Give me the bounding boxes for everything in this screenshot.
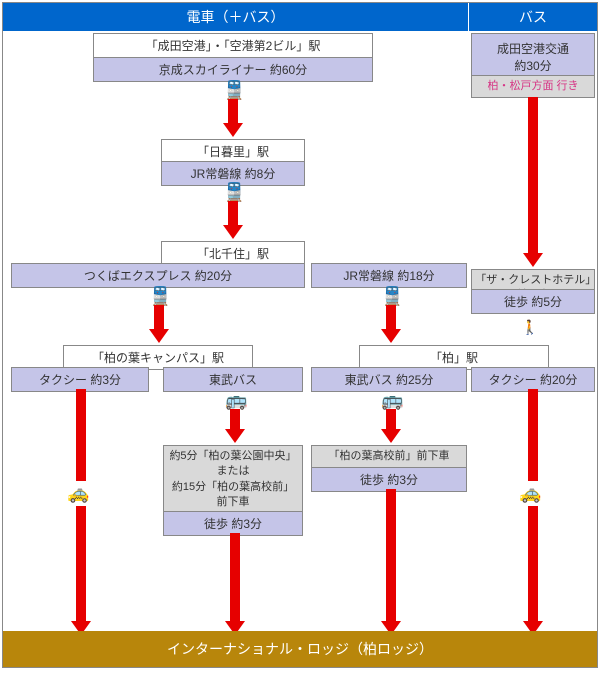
note-tobu-stops: 約5分「柏の葉公園中央」 または 約15分「柏の葉高校前」 前下車	[163, 445, 303, 515]
diagram-body: 「成田空港」・「空港第2ビル」駅 京成スカイライナー 約60分 成田空港交通 約…	[3, 31, 597, 667]
note-direction: 柏・松戸方面 行き	[471, 75, 595, 98]
arrow-taxi3	[73, 389, 89, 635]
train-icon-3: 🚆	[149, 287, 171, 305]
header-row: 電車（＋バス） バス	[3, 3, 597, 31]
taxi-icon-2: 🚕	[517, 481, 543, 506]
train-icon-1: 🚆	[223, 81, 245, 99]
access-diagram: 電車（＋バス） バス 「成田空港」・「空港第2ビル」駅 京成スカイライナー 約6…	[2, 2, 598, 668]
route-tobu: 東武バス	[163, 367, 303, 392]
station-narita: 「成田空港」・「空港第2ビル」駅	[93, 33, 373, 58]
arrow-tobu	[227, 409, 243, 443]
arrow-4	[383, 305, 399, 343]
arrow-2	[225, 201, 241, 239]
bus-icon-2: 🚌	[381, 391, 403, 409]
direction-text: 柏・松戸方面 行き	[487, 80, 578, 92]
arrow-taxi20	[525, 389, 541, 635]
taxi-icon-1: 🚕	[65, 481, 91, 506]
header-bus: バス	[469, 3, 597, 31]
bus-icon-1: 🚌	[225, 391, 247, 409]
train-icon-4: 🚆	[381, 287, 403, 305]
note-koko: 「柏の葉高校前」前下車	[311, 445, 467, 468]
route-joban18: JR常磐線 約18分	[311, 263, 467, 288]
header-train: 電車（＋バス）	[3, 3, 469, 31]
arrow-bus-long	[525, 97, 541, 267]
route-tobu25: 東武バス 約25分	[311, 367, 467, 392]
arrow-walk-b	[383, 489, 399, 635]
arrow-1	[225, 99, 241, 137]
route-tx20: つくばエクスプレス 約20分	[11, 263, 305, 288]
arrow-tobu25	[383, 409, 399, 443]
walk-icon-1: 🚶	[521, 319, 538, 336]
route-skyliner: 京成スカイライナー 約60分	[93, 57, 373, 82]
arrow-walk-a	[227, 533, 243, 635]
arrow-3	[151, 305, 167, 343]
route-walk5: 徒歩 約5分	[471, 289, 595, 314]
train-icon-2: 🚆	[223, 183, 245, 201]
route-naritabus: 成田空港交通 約30分	[471, 33, 595, 81]
destination: インターナショナル・ロッジ（柏ロッジ）	[3, 631, 597, 667]
